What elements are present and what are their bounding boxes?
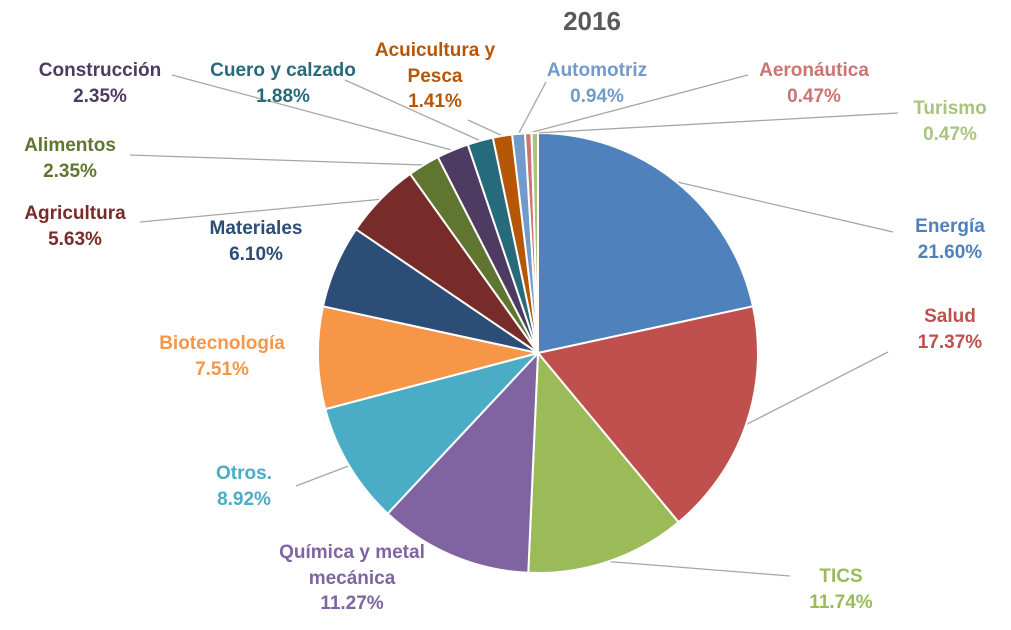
category-label: Alimentos [24,135,116,156]
leader-line [171,74,453,151]
slice-label: Construcción 2.35% [20,58,180,109]
value-label: 8.92% [217,488,271,510]
slice-label: Química y metal mecánica 11.27% [257,540,447,617]
leader-line [517,81,547,135]
pie-slice [386,350,540,574]
pie-slice [324,351,542,516]
slice-label: TICS 11.74% [781,564,901,615]
pie-slice [317,305,539,411]
category-label: Acuicultura y Pesca [374,40,496,87]
category-label: Automotriz [546,60,648,81]
category-label: Biotecnología [159,333,285,354]
leader-line [745,351,889,426]
slice-label: Acuicultura y Pesca 1.41% [365,38,505,115]
slice-label: Salud 17.37% [890,304,1010,355]
leader-line [528,74,749,134]
pie-slice [530,131,539,354]
value-label: 0.94% [570,85,624,107]
value-label: 2.35% [73,85,127,107]
category-label: Materiales [209,218,303,239]
leader-line [344,79,481,142]
value-label: 0.47% [787,85,841,107]
value-label: 17.37% [917,331,983,353]
slice-label: Automotriz 0.94% [527,58,667,109]
value-label: 11.74% [809,591,873,613]
value-label: 0.47% [923,123,977,145]
category-label: Salud [924,306,976,327]
slice-label: Aeronáutica 0.47% [734,58,894,109]
category-label: Energía [915,216,985,237]
leader-line [139,198,381,223]
value-label: 1.41% [408,91,462,113]
slice-label: Cuero y calzado 1.88% [193,58,373,109]
category-label: Otros. [216,463,272,484]
category-label: Cuero y calzado [210,60,356,81]
leader-line [675,181,894,233]
leader-line [467,119,503,137]
leader-line [129,154,424,166]
leader-line [534,112,899,134]
category-label: TICS [819,566,863,587]
value-label: 5.63% [48,228,102,250]
category-label: Agricultura [24,203,126,224]
value-label: 6.10% [229,243,283,265]
slice-label: Otros. 8.92% [184,461,304,512]
pie-slice [537,131,755,355]
leader-line [295,465,350,487]
pie-slice [536,305,759,524]
slice-label: Agricultura 5.63% [5,201,145,252]
value-label: 21.60% [917,241,983,263]
leader-line [608,560,791,577]
category-label: Química y metal mecánica [279,542,425,589]
value-label: 1.88% [256,85,310,107]
category-label: Turismo [913,98,987,119]
slice-label: Turismo 0.47% [890,96,1010,147]
slice-label: Energía 21.60% [890,214,1010,265]
pie-slice [527,350,681,574]
category-label: Construcción [38,60,162,81]
category-label: Aeronáutica [759,60,869,81]
chart-title: 2016 [563,6,621,36]
value-label: 7.51% [195,358,249,380]
slice-label: Biotecnología 7.51% [137,331,307,382]
slice-label: Materiales 6.10% [186,216,326,267]
value-label: 2.35% [43,160,97,182]
value-label: 11.27% [320,593,384,615]
slice-label: Alimentos 2.35% [0,133,140,184]
